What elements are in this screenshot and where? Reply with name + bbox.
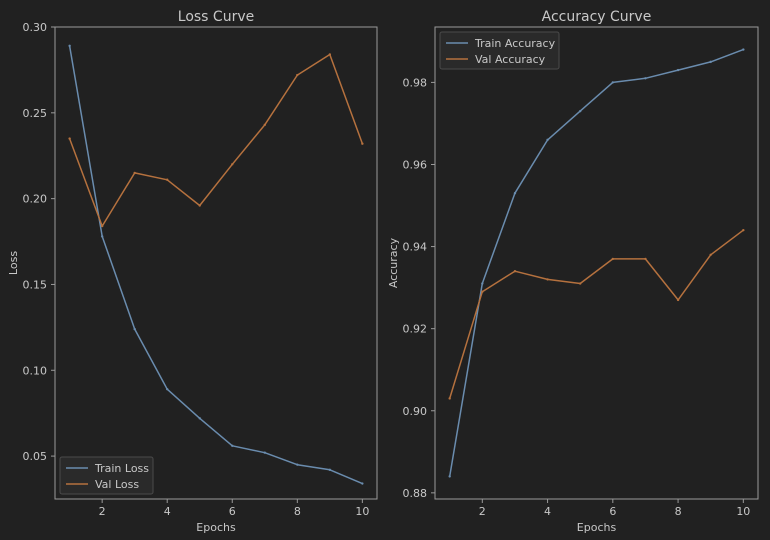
y-tick-label: 0.98 [403,76,428,89]
y-tick-label: 0.96 [403,158,428,171]
accuracy-data-point [513,192,517,195]
accuracy-data-point [676,68,680,72]
loss-data-point [133,327,136,331]
y-tick-label: 0.92 [403,323,428,336]
accuracy-legend: Train Accuracy Val Accuracy [439,31,560,70]
x-tick-label: 2 [479,505,486,518]
loss-data-point [166,387,169,391]
x-tick-label: 4 [164,505,171,518]
x-tick-label: 4 [544,505,551,518]
loss-data-point [231,163,234,166]
y-tick-label: 0.30 [23,21,48,34]
loss-data-point [296,73,299,77]
loss-data-point [198,204,201,207]
y-tick-label: 0.05 [23,450,48,463]
loss-series-train-line [68,45,363,485]
loss-axes-frame [54,26,378,500]
accuracy-data-point [513,270,517,273]
legend-box [439,31,560,70]
accuracy-data-point [448,475,451,478]
accuracy-chart-title: Accuracy Curve [542,9,652,25]
x-tick-label: 8 [675,505,682,518]
accuracy-data-point [481,282,484,285]
loss-chart: Loss Curve 2 4 6 8 10 0.05 0.10 0.15 0.20 0.25 0.30… [7,9,378,534]
loss-y-axis-label: Loss [7,251,20,275]
accuracy-data-point [578,282,582,285]
loss-data-point [263,123,266,127]
loss-data-point [328,53,332,56]
loss-data-point [133,171,136,175]
x-tick-label: 2 [99,505,106,518]
loss-data-point [166,178,169,181]
y-tick-label: 0.15 [23,278,48,291]
x-tick-label: 10 [736,505,750,518]
accuracy-data-point [742,228,745,232]
accuracy-data-point [644,257,647,261]
y-tick-label: 0.88 [403,487,428,500]
y-tick-label: 0.20 [23,193,48,206]
loss-data-point [328,468,332,472]
legend-label: Train Loss [94,462,149,475]
accuracy-chart: Accuracy Curve 2 4 6 8 10 0.88 0.90 0.92 0.94 0.96… [387,9,759,534]
accuracy-data-point [546,278,549,281]
accuracy-series-train-line [448,48,744,477]
loss-series-val-line [68,53,364,227]
loss-data-point [296,463,299,466]
accuracy-data-point [481,290,484,293]
loss-x-axis-label: Epochs [196,521,236,534]
x-tick-label: 8 [294,505,301,518]
accuracy-x-axis-label: Epochs [577,521,617,534]
accuracy-data-point [742,48,745,51]
accuracy-data-point [546,138,549,142]
loss-data-point [68,137,71,140]
accuracy-data-point [644,77,647,80]
loss-data-point [198,417,201,420]
loss-data-point [361,142,364,145]
accuracy-y-axis-label: Accuracy [387,237,400,288]
loss-chart-title: Loss Curve [178,9,254,25]
accuracy-axes-frame [434,26,759,500]
legend-label: Val Loss [95,478,139,491]
loss-data-point [100,224,104,228]
accuracy-data-point [611,257,615,261]
x-tick-label: 10 [355,505,369,518]
loss-data-point [231,444,234,447]
x-tick-label: 6 [609,505,616,518]
accuracy-data-point [709,253,712,256]
accuracy-data-point [448,397,451,400]
accuracy-data-point [676,298,680,302]
loss-data-point [68,44,71,48]
accuracy-series-val-line [448,229,744,399]
legend-label: Val Accuracy [475,53,546,66]
y-tick-label: 0.10 [23,364,48,377]
loss-data-point [100,235,104,238]
accuracy-data-point [709,60,712,64]
y-tick-label: 0.94 [403,241,428,254]
loss-legend: Train Loss Val Loss [59,456,154,495]
accuracy-data-point [578,109,582,113]
legend-label: Train Accuracy [474,37,556,50]
accuracy-data-point [611,81,615,84]
x-tick-label: 6 [229,505,236,518]
loss-data-point [361,482,364,485]
y-tick-label: 0.90 [403,405,428,418]
y-tick-label: 0.25 [23,107,48,120]
loss-data-point [263,451,266,454]
